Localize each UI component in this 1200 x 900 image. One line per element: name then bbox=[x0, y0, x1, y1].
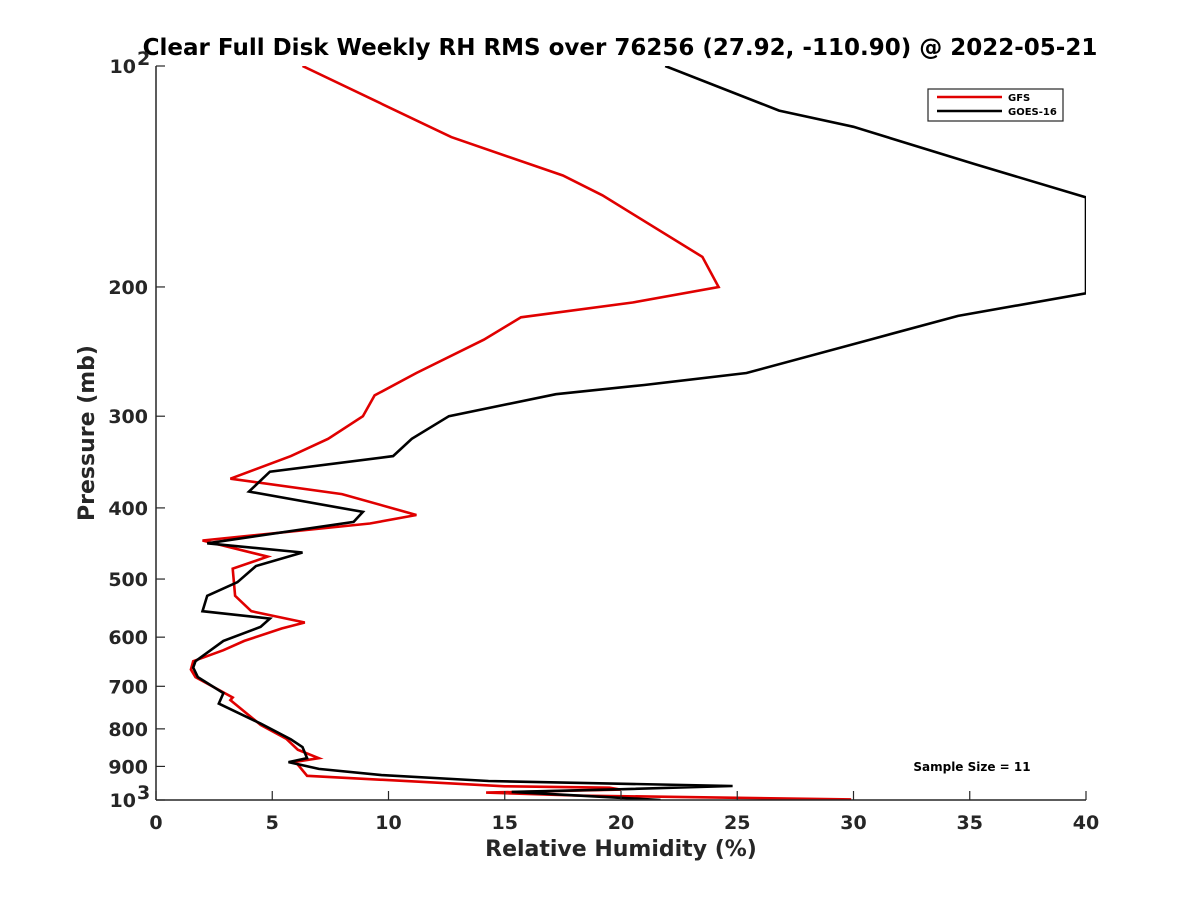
x-tick-label: 10 bbox=[375, 812, 401, 834]
y-tick-label: 10 bbox=[110, 56, 136, 78]
x-tick-label: 25 bbox=[724, 812, 750, 834]
x-axis-ticks: 0 5 10 15 20 25 30 35 40 bbox=[149, 791, 1099, 834]
x-tick-label: 20 bbox=[608, 812, 634, 834]
y-tick-label: 800 bbox=[108, 719, 148, 741]
y-tick-label: 200 bbox=[108, 277, 148, 299]
series-line-goes16 bbox=[191, 66, 1086, 800]
y-axis-label: Pressure (mb) bbox=[75, 345, 100, 521]
x-tick-label: 5 bbox=[266, 812, 279, 834]
x-tick-label: 30 bbox=[840, 812, 866, 834]
sample-size-annotation: Sample Size = 11 bbox=[913, 760, 1030, 774]
y-tick-exponent: 3 bbox=[137, 782, 150, 804]
x-tick-label: 35 bbox=[957, 812, 983, 834]
series-line-gfs bbox=[189, 66, 852, 800]
x-tick-label: 0 bbox=[149, 812, 162, 834]
y-tick-label: 400 bbox=[108, 498, 148, 520]
legend-box bbox=[927, 88, 1064, 122]
y-tick-label: 700 bbox=[108, 676, 148, 698]
chart-title: Clear Full Disk Weekly RH RMS over 76256… bbox=[143, 35, 1098, 61]
y-tick-exponent: 2 bbox=[137, 48, 150, 70]
y-tick-label: 600 bbox=[108, 627, 148, 649]
plot-area bbox=[155, 66, 1086, 801]
x-tick-label: 15 bbox=[492, 812, 518, 834]
y-tick-label: 300 bbox=[108, 406, 148, 428]
legend-label-goes16: GOES-16 bbox=[1008, 107, 1057, 118]
y-tick-label: 500 bbox=[108, 569, 148, 591]
y-tick-label: 900 bbox=[108, 756, 148, 778]
x-axis-label: Relative Humidity (%) bbox=[485, 837, 757, 862]
y-tick-label: 10 bbox=[110, 790, 136, 812]
series-layer bbox=[189, 66, 1086, 800]
x-tick-label: 40 bbox=[1073, 812, 1099, 834]
plot-background bbox=[156, 66, 1086, 800]
legend-label-gfs: GFS bbox=[1008, 93, 1030, 104]
legend: GFS GOES-16 bbox=[927, 88, 1064, 122]
